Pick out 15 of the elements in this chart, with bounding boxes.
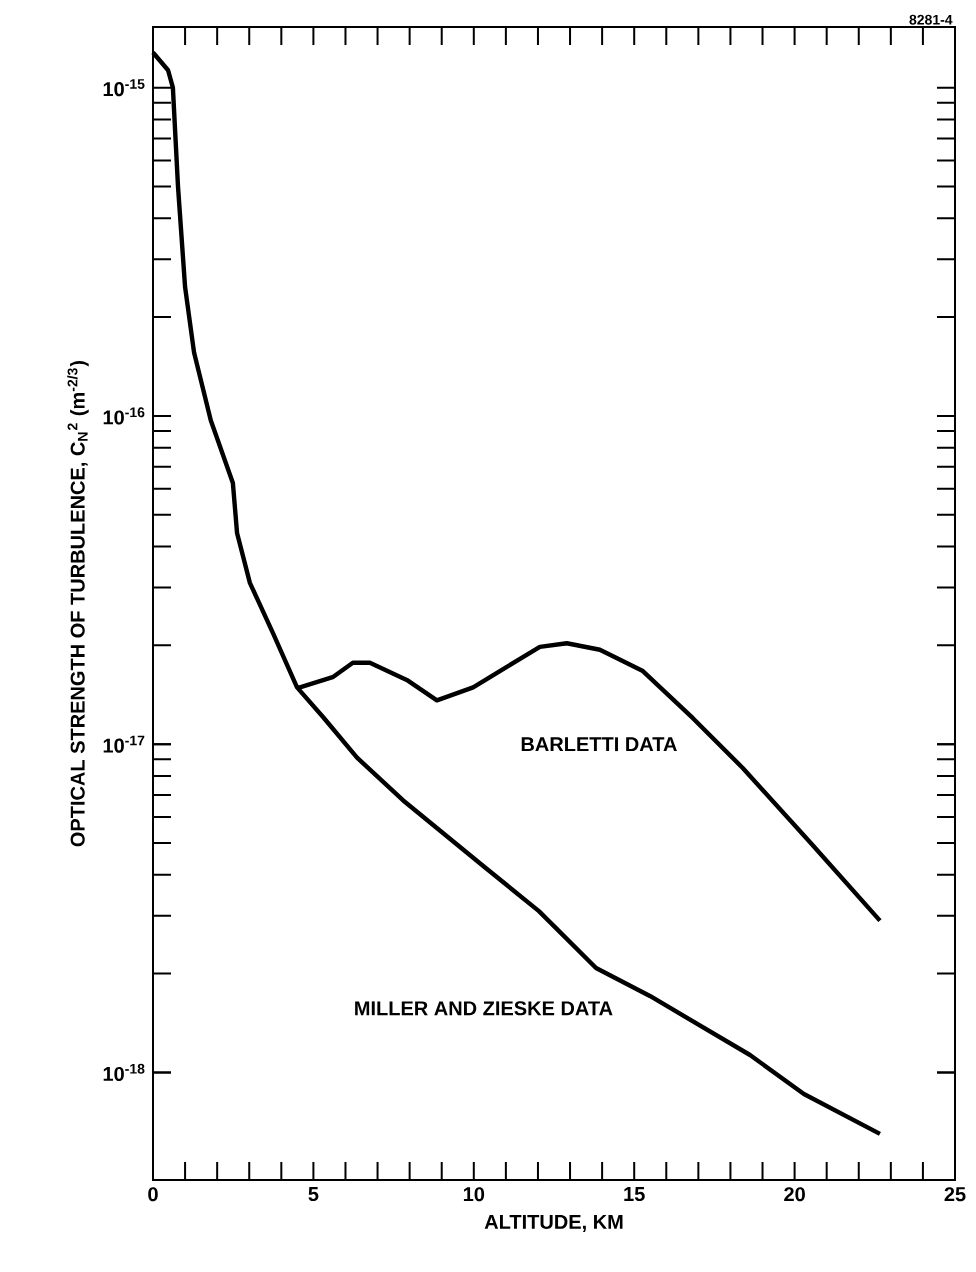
y-tick-label: 10$^{-17}$	[103, 735, 145, 753]
y-tick-label: 10$^{-16}$	[103, 407, 145, 425]
x-tick-label: 0	[148, 1187, 158, 1202]
y-tick-label: 10$^{-18}$	[103, 1063, 145, 1082]
x-tick-label: 10	[463, 1187, 485, 1202]
x-tick-label: 15	[624, 1187, 645, 1202]
x-tick-label: 20	[784, 1187, 805, 1202]
series-label: BARLETTI DATA	[521, 737, 677, 752]
y-tick-label: 10$^{-15}$	[103, 79, 145, 97]
text: 8281-4	[909, 14, 953, 25]
x-axis-title: ALTITUDE, KM	[484, 1215, 623, 1232]
x-tick-label: 25	[944, 1187, 966, 1202]
y-axis-title: OPTICAL STRENGTH OF TURBULENCE, C$_{N}$$^{2}$ (m$^{-2/3}$)	[67, 360, 89, 847]
series-label: MILLER AND ZIESKE DATA	[355, 1001, 613, 1016]
x-tick-label: 5	[308, 1187, 319, 1202]
